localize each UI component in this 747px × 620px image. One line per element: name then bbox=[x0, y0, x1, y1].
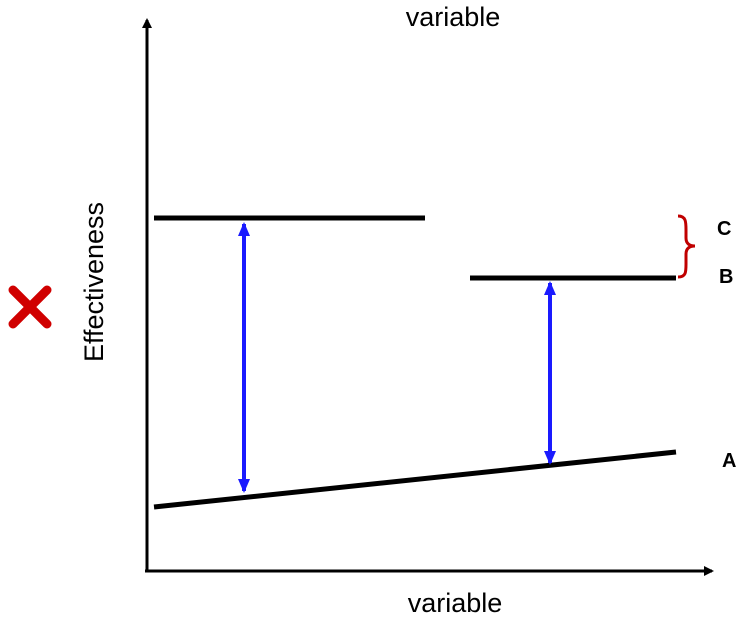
x-axis-label: variable bbox=[408, 588, 503, 618]
difference-brace bbox=[677, 214, 696, 279]
label-c: C bbox=[717, 218, 731, 240]
baseline-line-a bbox=[153, 449, 677, 510]
label-a: A bbox=[722, 450, 736, 472]
label-b: B bbox=[719, 266, 733, 288]
top-axis-label: variable bbox=[406, 2, 501, 32]
cross-mark-icon bbox=[8, 285, 52, 329]
y-axis-label: Effectiveness bbox=[79, 202, 109, 362]
